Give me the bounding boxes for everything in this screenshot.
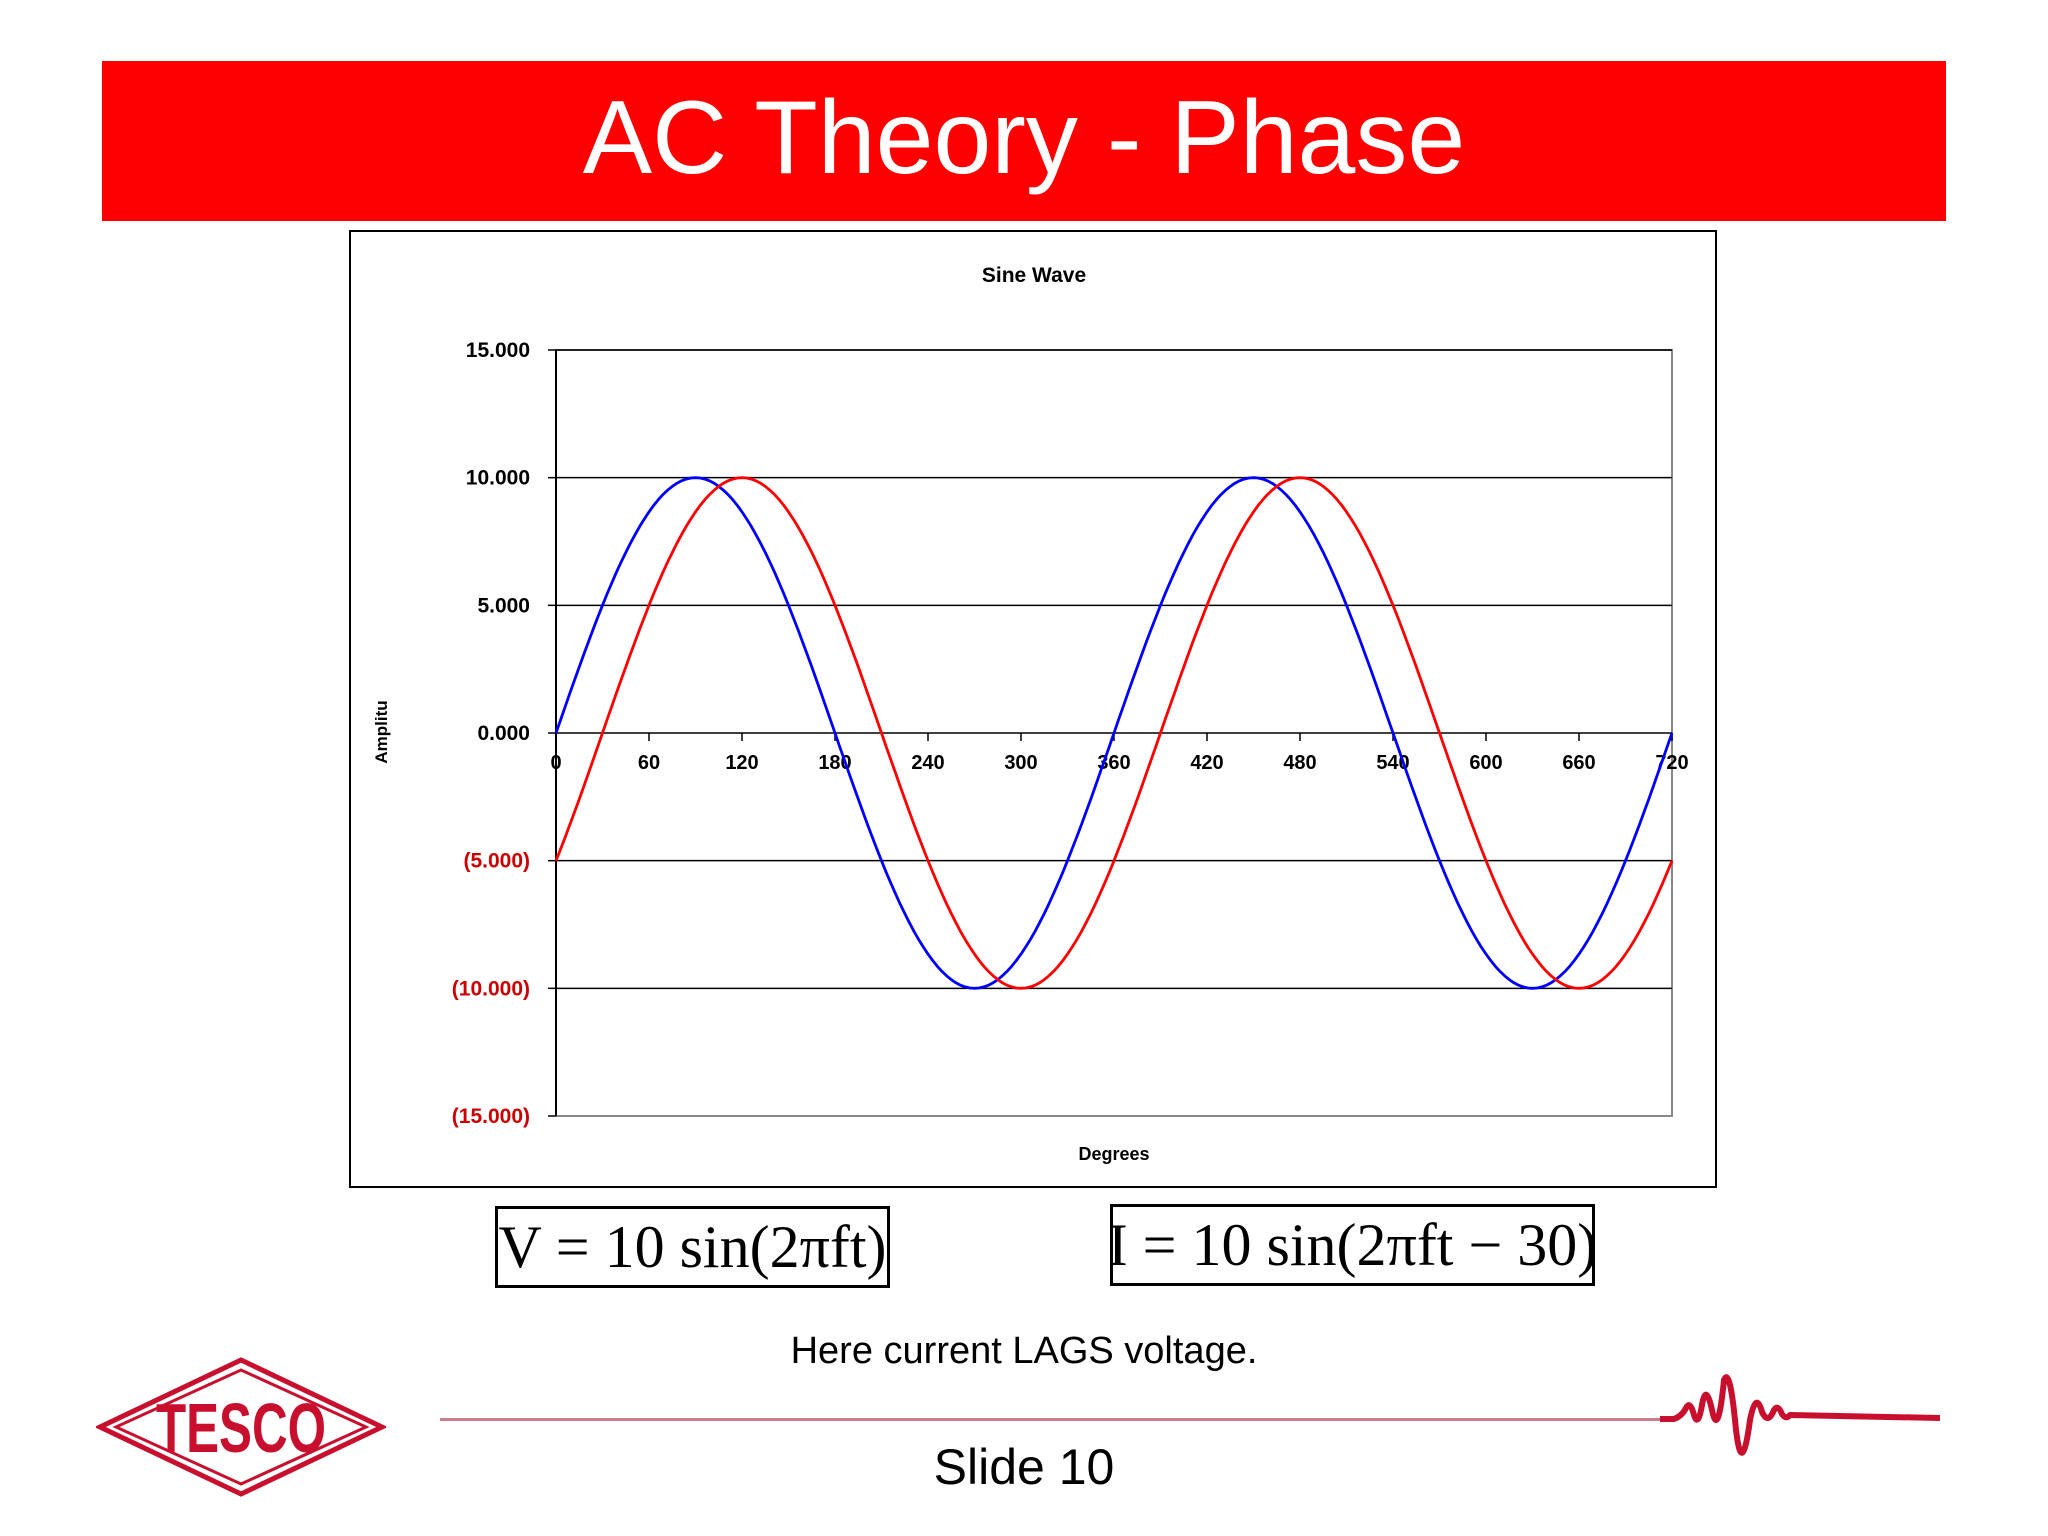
y-tick-label: 10.000 <box>466 467 530 490</box>
x-tick-label: 660 <box>1562 752 1595 774</box>
slide-title: AC Theory - Phase <box>582 80 1466 196</box>
x-tick-label: 120 <box>725 752 758 774</box>
voltage-equation: V = 10 sin(2πft) <box>498 1213 887 1280</box>
y-axis-label: Amplitu <box>372 700 391 763</box>
waveform-icon <box>1657 1370 1943 1505</box>
x-tick-label: 60 <box>638 752 660 774</box>
series-lines <box>554 476 1674 990</box>
chart-title: Sine Wave <box>982 264 1086 287</box>
chart-frame: Sine Wave 15.000 10.000 5.000 0.000 (5.000) (… <box>349 230 1717 1188</box>
slide-number: Slide 10 <box>933 1439 1115 1495</box>
x-axis-label: Degrees <box>1078 1144 1149 1164</box>
x-tick-label: 0 <box>550 752 561 774</box>
series-line-current <box>554 476 1674 990</box>
x-tick-label: 420 <box>1190 752 1223 774</box>
footer-divider <box>440 1418 1660 1421</box>
waveform-path <box>1657 1374 1943 1456</box>
logo-diamond-inner <box>112 1368 370 1486</box>
series-line-voltage <box>554 476 1674 990</box>
y-tick-label: 0.000 <box>477 722 530 745</box>
x-tick-label: 600 <box>1469 752 1502 774</box>
x-tick-label: 300 <box>1004 752 1037 774</box>
caption-text: Here current LAGS voltage. <box>790 1330 1258 1372</box>
title-bar: AC Theory - Phase <box>102 61 1946 221</box>
y-tick-labels: 15.000 10.000 5.000 0.000 (5.000) (10.000) (15… <box>452 339 530 1128</box>
logo-diamond-outer <box>94 1357 388 1497</box>
y-tick-label: 15.000 <box>466 339 530 362</box>
y-tick-label: (10.000) <box>452 977 530 1000</box>
voltage-equation-box: V = 10 sin(2πft) <box>495 1206 890 1288</box>
x-tick-label: 480 <box>1283 752 1316 774</box>
y-tick-label: (15.000) <box>452 1105 530 1128</box>
sine-wave-chart: Sine Wave 15.000 10.000 5.000 0.000 (5.000) (… <box>372 264 1689 1164</box>
current-equation-box: I = 10 sin(2πft − 30) <box>1107 1204 1598 1286</box>
x-tick-label: 240 <box>911 752 944 774</box>
y-tick-label: (5.000) <box>463 850 530 873</box>
tesco-logo: TESCO <box>94 1352 388 1507</box>
y-tick-label: 5.000 <box>477 594 530 617</box>
current-equation: I = 10 sin(2πft − 30) <box>1107 1211 1598 1278</box>
logo-text: TESCO <box>156 1389 326 1467</box>
